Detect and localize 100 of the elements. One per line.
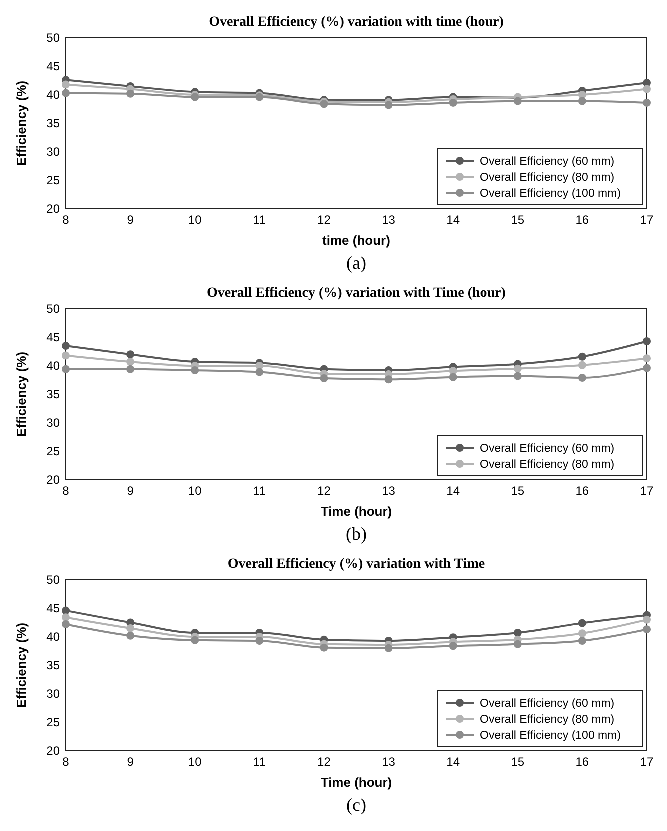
y-tick-label: 30: [46, 687, 60, 702]
y-tick-label: 50: [46, 302, 60, 316]
x-tick-label: 13: [382, 213, 396, 227]
y-axis-title: Efficiency (%): [14, 622, 29, 708]
y-tick-label: 45: [46, 330, 60, 345]
x-tick-label: 12: [318, 484, 332, 498]
text: (a): [346, 253, 366, 273]
y-axis-title: Efficiency (%): [14, 80, 29, 166]
x-tick-label: 8: [62, 755, 70, 769]
y-tick-label: 20: [46, 202, 60, 216]
legend-label: Overall Efficiency (80 mm): [480, 714, 615, 726]
x-tick-label: 12: [318, 755, 332, 769]
point: [514, 629, 522, 638]
x-tick-label: 8: [62, 484, 70, 498]
point: [643, 616, 651, 624]
y-tick-label: 25: [46, 716, 60, 730]
x-tick-label: 10: [188, 484, 202, 498]
point: [514, 640, 522, 648]
point: [62, 365, 70, 374]
x-tick-label: 12: [318, 213, 332, 227]
y-tick-label: 20: [46, 473, 60, 488]
x-tick-label: 13: [382, 484, 396, 498]
point: [578, 636, 586, 645]
point: [62, 352, 70, 360]
y-tick-label: 35: [46, 116, 60, 131]
point: [578, 374, 586, 382]
legend-label: Overall Efficiency (80 mm): [480, 459, 615, 472]
chart-title: Overall Efficiency (%) variation with time (hour): [209, 15, 504, 30]
x-tick-label: 15: [511, 213, 525, 227]
x-tick-label: 9: [127, 213, 134, 227]
x-tick-label: 14: [446, 755, 460, 769]
point: [449, 373, 458, 382]
x-tick-label: 13: [382, 755, 396, 769]
x-tick-label: 17: [640, 213, 654, 227]
legend-label: Overall Efficiency (60 mm): [480, 156, 615, 168]
point: [62, 614, 70, 622]
point: [256, 368, 264, 376]
x-axis-title: Time (hour): [320, 504, 392, 519]
x-tick-label: 10: [188, 755, 202, 769]
y-tick-label: 40: [46, 88, 60, 102]
point: [643, 626, 651, 634]
point: [643, 98, 651, 107]
point: [514, 97, 522, 106]
x-tick-label: 11: [253, 213, 266, 227]
point: [643, 337, 651, 346]
x-tick-label: 8: [62, 213, 70, 227]
y-tick-label: 20: [46, 744, 60, 758]
point: [62, 606, 70, 615]
point: [320, 644, 328, 652]
point: [643, 85, 651, 94]
point: [126, 632, 135, 640]
point: [191, 366, 200, 375]
x-tick-label: 9: [127, 755, 134, 769]
legend-label: Overall Efficiency (100 mm): [480, 730, 622, 742]
y-tick-label: 40: [46, 359, 60, 374]
x-tick-label: 17: [640, 755, 654, 769]
point: [62, 80, 70, 89]
point: [126, 90, 135, 98]
point: [126, 358, 135, 366]
point: [191, 93, 200, 102]
x-tick-label: 16: [576, 484, 590, 498]
x-tick-label: 11: [253, 755, 266, 769]
point: [62, 342, 70, 350]
point: [320, 100, 328, 108]
x-tick-label: 11: [253, 484, 266, 498]
x-tick-label: 10: [188, 213, 202, 227]
legend-label: Overall Efficiency (100 mm): [480, 188, 622, 200]
y-tick-label: 40: [46, 630, 60, 644]
point: [126, 365, 135, 374]
y-tick-label: 45: [46, 60, 60, 74]
legend-label: Overall Efficiency (60 mm): [480, 698, 615, 710]
y-tick-label: 50: [46, 573, 60, 588]
point: [191, 636, 200, 644]
point: [578, 97, 586, 106]
y-tick-label: 30: [46, 145, 60, 160]
point: [384, 101, 393, 110]
legend-label: Overall Efficiency (60 mm): [480, 443, 615, 456]
point: [578, 630, 586, 638]
chart-title: Overall Efficiency (%) variation with Time (hour): [207, 286, 506, 301]
y-tick-label: 50: [46, 31, 60, 46]
text: (b): [346, 524, 367, 544]
point: [126, 350, 135, 359]
x-tick-label: 14: [446, 213, 460, 227]
x-tick-label: 16: [576, 755, 590, 769]
x-tick-label: 16: [576, 213, 590, 227]
point: [449, 98, 458, 107]
x-tick-label: 15: [511, 484, 525, 498]
point: [62, 620, 70, 628]
legend-label: Overall Efficiency (80 mm): [480, 172, 615, 184]
point: [384, 644, 393, 652]
point: [126, 624, 135, 632]
x-tick-label: 9: [127, 484, 134, 498]
point: [514, 364, 522, 373]
point: [256, 636, 264, 645]
point: [643, 364, 651, 372]
y-tick-label: 30: [46, 416, 60, 430]
point: [384, 376, 393, 384]
point: [578, 352, 586, 361]
y-axis-title: Efficiency (%): [14, 352, 29, 438]
point: [449, 642, 458, 650]
